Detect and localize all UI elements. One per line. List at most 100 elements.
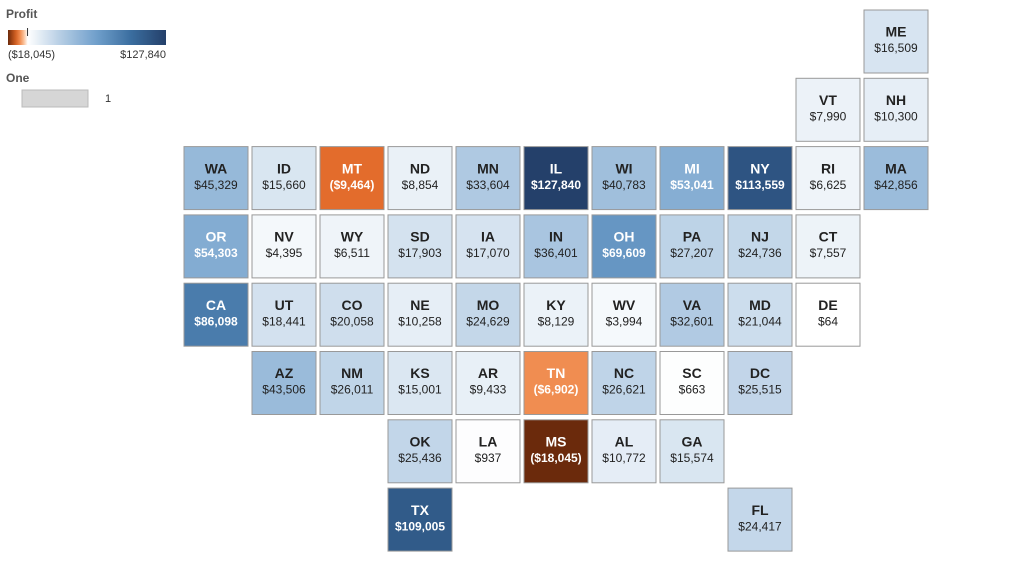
state-profit: $109,005 [395, 519, 445, 533]
state-profit: $7,990 [810, 109, 847, 123]
state-abbr: GA [682, 434, 703, 450]
state-tile [319, 214, 385, 279]
state-profit: $17,070 [466, 246, 510, 260]
state-profit: $64 [818, 314, 838, 328]
state-tile [523, 146, 589, 211]
state-profit: $17,903 [398, 246, 442, 260]
state-profit: $21,044 [738, 314, 782, 328]
state-profit: $42,856 [874, 178, 918, 192]
state-profit: $10,300 [874, 109, 918, 123]
state-tile [455, 351, 521, 415]
state-profit: $937 [475, 451, 502, 465]
state-tile [727, 487, 793, 552]
state-abbr: TX [411, 502, 430, 518]
state-profit: $36,401 [534, 246, 578, 260]
legend-min-label: ($18,045) [8, 49, 55, 61]
state-profit: $43,506 [262, 383, 306, 397]
state-tile [863, 9, 929, 74]
state-abbr: DC [750, 365, 770, 381]
state-profit: $24,417 [738, 519, 782, 533]
state-abbr: NH [886, 92, 906, 108]
state-profit: $8,129 [538, 314, 575, 328]
state-profit: $10,258 [398, 314, 442, 328]
state-tile [795, 146, 861, 211]
state-abbr: VT [819, 92, 837, 108]
state-abbr: CT [819, 229, 838, 245]
state-tile [319, 146, 385, 211]
legend-max-label: $127,840 [120, 49, 166, 61]
state-abbr: MA [885, 160, 907, 176]
state-abbr: KS [410, 365, 429, 381]
state-tile [523, 214, 589, 279]
state-profit: $663 [679, 383, 706, 397]
state-abbr: MN [477, 160, 499, 176]
state-abbr: MT [342, 160, 363, 176]
state-tile [727, 282, 793, 347]
state-profit: $6,511 [334, 246, 370, 260]
state-abbr: WA [205, 160, 228, 176]
size-legend-swatch [21, 89, 89, 108]
state-profit: $25,436 [398, 451, 442, 465]
state-profit: $32,601 [670, 314, 714, 328]
state-abbr: OH [614, 229, 635, 245]
state-profit: ($9,464) [330, 178, 375, 192]
state-tile [863, 146, 929, 211]
state-profit: $10,772 [602, 451, 646, 465]
state-abbr: RI [821, 160, 835, 176]
state-abbr: NV [274, 229, 294, 245]
state-tile [387, 487, 453, 552]
state-profit: $127,840 [531, 178, 581, 192]
state-abbr: UT [275, 297, 294, 313]
state-tile [795, 77, 861, 142]
state-tile [727, 351, 793, 415]
state-tile [183, 282, 249, 347]
state-tile [183, 214, 249, 279]
state-tile [659, 419, 725, 484]
state-profit: $26,011 [331, 383, 374, 397]
state-abbr: VA [683, 297, 701, 313]
state-abbr: NY [750, 160, 770, 176]
state-abbr: AL [615, 434, 634, 450]
state-tile [319, 351, 385, 415]
state-tile [795, 214, 861, 279]
state-profit: $15,660 [262, 178, 306, 192]
state-tile [387, 282, 453, 347]
state-tile [387, 351, 453, 415]
state-profit: $8,854 [402, 178, 439, 192]
size-legend-label: 1 [105, 93, 111, 105]
state-tile [591, 419, 657, 484]
state-tile [591, 214, 657, 279]
state-tile [659, 282, 725, 347]
state-tile [455, 419, 521, 484]
state-profit: $15,574 [670, 451, 714, 465]
state-tile [659, 146, 725, 211]
state-abbr: ID [277, 160, 291, 176]
state-profit: $69,609 [602, 246, 646, 260]
state-tile [251, 351, 317, 415]
state-abbr: MI [684, 160, 700, 176]
size-legend-title: One [6, 71, 30, 85]
state-profit: $18,441 [262, 314, 306, 328]
state-tile [659, 214, 725, 279]
state-abbr: FL [751, 502, 769, 518]
state-profit: $113,559 [735, 178, 785, 192]
state-tile [251, 146, 317, 211]
state-abbr: OR [206, 229, 227, 245]
state-abbr: ND [410, 160, 430, 176]
state-tile [591, 351, 657, 415]
state-abbr: PA [683, 229, 701, 245]
state-abbr: SC [682, 365, 701, 381]
state-tile [523, 419, 589, 484]
state-abbr: IN [549, 229, 563, 245]
state-tile [251, 214, 317, 279]
state-profit: $3,994 [606, 314, 643, 328]
state-tile [727, 146, 793, 211]
state-abbr: OK [410, 434, 431, 450]
state-profit: $4,395 [266, 246, 303, 260]
state-profit: $40,783 [602, 178, 646, 192]
state-tile [455, 282, 521, 347]
state-abbr: NM [341, 365, 363, 381]
state-abbr: CO [342, 297, 363, 313]
state-abbr: MS [546, 434, 567, 450]
state-profit: $24,736 [738, 246, 782, 260]
